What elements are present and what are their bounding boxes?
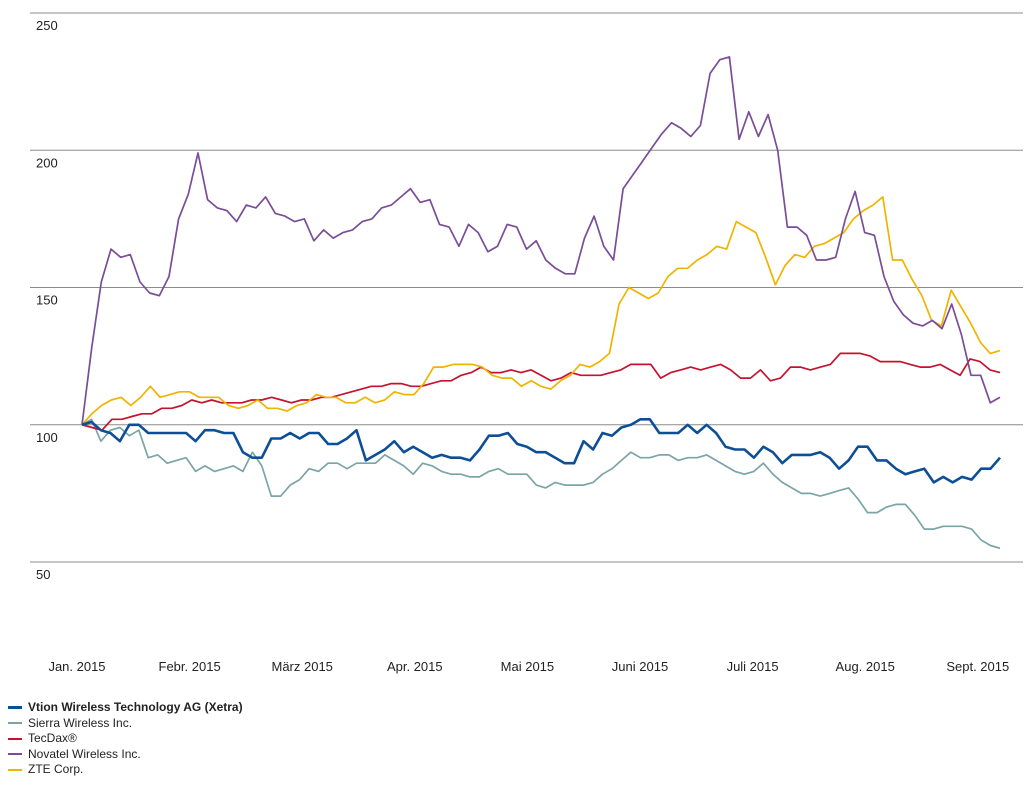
legend-swatch	[8, 753, 22, 756]
legend-item: Vtion Wireless Technology AG (Xetra)	[8, 700, 243, 716]
x-tick-label: Sept. 2015	[946, 659, 1009, 674]
legend-item: ZTE Corp.	[8, 762, 243, 778]
legend-swatch	[8, 706, 22, 710]
y-tick-label: 150	[36, 293, 58, 308]
line-chart: 50 100 150 200 250 Jan. 2015 Febr. 2015 März 2…	[30, 12, 1023, 674]
x-tick-label: Jan. 2015	[48, 659, 105, 674]
x-tick-label: Aug. 2015	[836, 659, 895, 674]
legend-label: ZTE Corp.	[28, 762, 84, 776]
legend-item: Sierra Wireless Inc.	[8, 716, 243, 732]
series-lines	[81, 56, 1001, 550]
x-tick-label: Febr. 2015	[159, 659, 221, 674]
x-tick-label: Juni 2015	[612, 659, 668, 674]
legend-item: TecDax®	[8, 731, 243, 747]
y-tick-label: 100	[36, 430, 58, 445]
legend-swatch	[8, 737, 22, 740]
series-line	[81, 352, 1001, 432]
x-tick-label: März 2015	[271, 659, 332, 674]
series-line	[81, 196, 1001, 426]
x-tick-label: Juli 2015	[727, 659, 779, 674]
series-line	[81, 56, 1001, 425]
series-line	[81, 418, 1001, 550]
x-tick-label: Mai 2015	[501, 659, 554, 674]
legend-item: Novatel Wireless Inc.	[8, 747, 243, 763]
legend: Vtion Wireless Technology AG (Xetra) Sie…	[8, 700, 243, 778]
x-tick-label: Apr. 2015	[387, 659, 443, 674]
x-axis-ticks: Jan. 2015 Febr. 2015 März 2015 Apr. 2015 Mai…	[48, 659, 1009, 674]
legend-label: Novatel Wireless Inc.	[28, 746, 141, 761]
y-tick-label: 200	[36, 155, 58, 170]
legend-label: TecDax®	[28, 731, 77, 745]
y-axis-ticks: 50 100 150 200 250	[36, 18, 58, 582]
legend-swatch	[8, 722, 22, 725]
legend-swatch	[8, 768, 22, 771]
y-tick-label: 250	[36, 18, 58, 33]
legend-label: Vtion Wireless Technology AG (Xetra)	[28, 700, 243, 714]
legend-label: Sierra Wireless Inc.	[28, 715, 133, 730]
grid-lines	[30, 12, 1023, 563]
series-line	[81, 417, 1001, 484]
y-tick-label: 50	[36, 567, 50, 582]
